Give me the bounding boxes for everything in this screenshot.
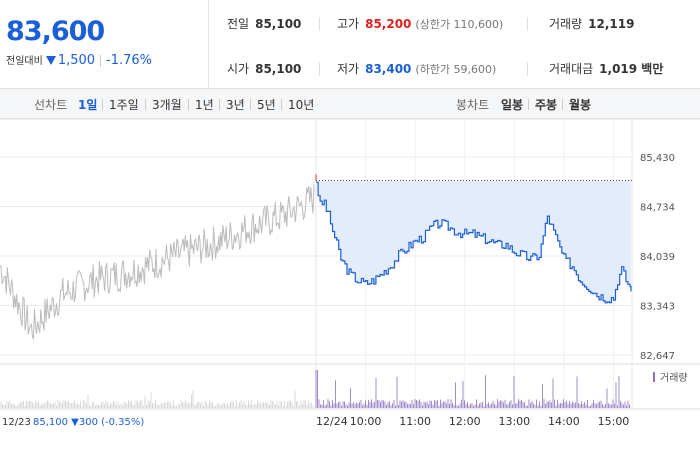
stat-label: 시가	[227, 62, 250, 76]
stat-label: 전일	[227, 17, 250, 31]
y-tick-label: 84,039	[640, 252, 675, 263]
divider	[100, 54, 102, 67]
x-tick-label: 13:00	[498, 415, 530, 428]
y-tick-label: 82,647	[640, 351, 675, 362]
stat-value: 83,400	[365, 62, 412, 76]
change-amount: 1,500	[57, 53, 96, 68]
x-tick-label: 15:00	[598, 415, 630, 428]
tab-10year[interactable]: 10년	[288, 98, 315, 112]
price-box: 83,600 전일대비 1,500 -1.76%	[0, 0, 209, 88]
chart-tabs: 선차트 1일 1주일 3개월 1년 3년 5년 10년 봉차트 일봉 주봉 월봉	[0, 89, 700, 119]
current-price: 83,600	[6, 16, 105, 47]
y-tick-label: 84,734	[640, 203, 675, 214]
x-axis: 10:00 11:00 12:00 13:00 14:00 15:00	[350, 415, 630, 428]
divider	[562, 99, 563, 110]
tab-5year[interactable]: 5년	[257, 98, 276, 112]
prev-day-date: 12/23	[2, 417, 31, 428]
stat-label: 거래대금	[549, 62, 594, 76]
stat-volume: 거래량 12,119	[549, 15, 634, 32]
tab-1week[interactable]: 1주일	[109, 98, 139, 112]
today-line	[316, 181, 632, 304]
stat-value: 85,100	[255, 62, 302, 76]
stat-value: 12,119	[588, 17, 635, 31]
divider	[219, 99, 220, 110]
stats-panel: 전일 85,100 고가 85,200 (상한가 110,600) 거래량 12,119…	[209, 0, 700, 88]
divider	[281, 99, 282, 110]
volume-bars	[0, 370, 630, 408]
stat-label: 저가	[337, 62, 360, 76]
x-tick-label: 12:00	[449, 415, 481, 428]
down-triangle-icon	[45, 56, 56, 65]
tab-3year[interactable]: 3년	[226, 98, 245, 112]
stat-label: 고가	[337, 17, 360, 31]
change-rate: -1.76%	[106, 53, 153, 68]
divider	[102, 99, 103, 110]
tab-1day[interactable]: 1일	[78, 98, 98, 112]
upper-limit: (상한가 110,600)	[415, 18, 504, 31]
volume-legend: 거래량	[660, 372, 688, 384]
tab-1year[interactable]: 1년	[195, 98, 214, 112]
stat-high: 고가 85,200 (상한가 110,600)	[337, 15, 503, 32]
divider	[188, 99, 189, 110]
tab-3month[interactable]: 3개월	[152, 98, 182, 112]
tab-daily-candle[interactable]: 일봉	[501, 98, 524, 112]
y-axis: 85,430 84,734 84,039 83,343 82,647	[640, 153, 675, 362]
x-tick-label: 10:00	[350, 415, 382, 428]
divider	[319, 62, 320, 76]
intraday-chart: 85,430 84,734 84,039 83,343 82,647 10:00 11:0…	[0, 119, 700, 428]
line-chart-label: 선차트	[34, 98, 68, 112]
tab-weekly-candle[interactable]: 주봉	[535, 98, 558, 112]
divider	[527, 62, 528, 76]
change-row: 전일대비 1,500 -1.76%	[6, 52, 152, 68]
candle-chart-label: 봉차트	[456, 98, 490, 112]
stat-prev-close: 전일 85,100	[227, 15, 301, 32]
x-tick-label: 11:00	[399, 415, 431, 428]
y-tick-label: 85,430	[640, 153, 675, 164]
divider	[528, 99, 529, 110]
divider	[250, 99, 251, 110]
prev-day-summary: 85,100 ▼300 (-0.35%)	[33, 417, 144, 428]
divider	[527, 17, 528, 31]
today-area	[315, 174, 632, 303]
today-fill	[316, 180, 631, 303]
prev-day-line	[0, 184, 315, 340]
divider	[145, 99, 146, 110]
today-date: 12/24	[316, 415, 348, 428]
volume-legend-swatch	[653, 372, 655, 382]
y-tick-label: 83,343	[640, 301, 675, 312]
stat-value: 85,200	[365, 17, 412, 31]
x-tick-label: 14:00	[548, 415, 580, 428]
divider	[319, 17, 320, 31]
stat-open: 시가 85,100	[227, 60, 301, 77]
prev-day-series	[0, 184, 315, 340]
stat-value: 85,100	[255, 17, 302, 31]
stat-label: 거래량	[549, 17, 583, 31]
change-label: 전일대비	[6, 56, 43, 67]
chart-grid	[0, 119, 700, 410]
today-series	[316, 181, 632, 304]
stat-value: 1,019 백만	[599, 62, 664, 76]
lower-limit: (하한가 59,600)	[415, 63, 497, 76]
stat-low: 저가 83,400 (하한가 59,600)	[337, 60, 496, 77]
quote-header: 83,600 전일대비 1,500 -1.76% 전일 85,100 고가 85,200…	[0, 0, 700, 89]
stat-amount: 거래대금 1,019 백만	[549, 60, 663, 77]
tab-monthly-candle[interactable]: 월봉	[569, 98, 592, 112]
